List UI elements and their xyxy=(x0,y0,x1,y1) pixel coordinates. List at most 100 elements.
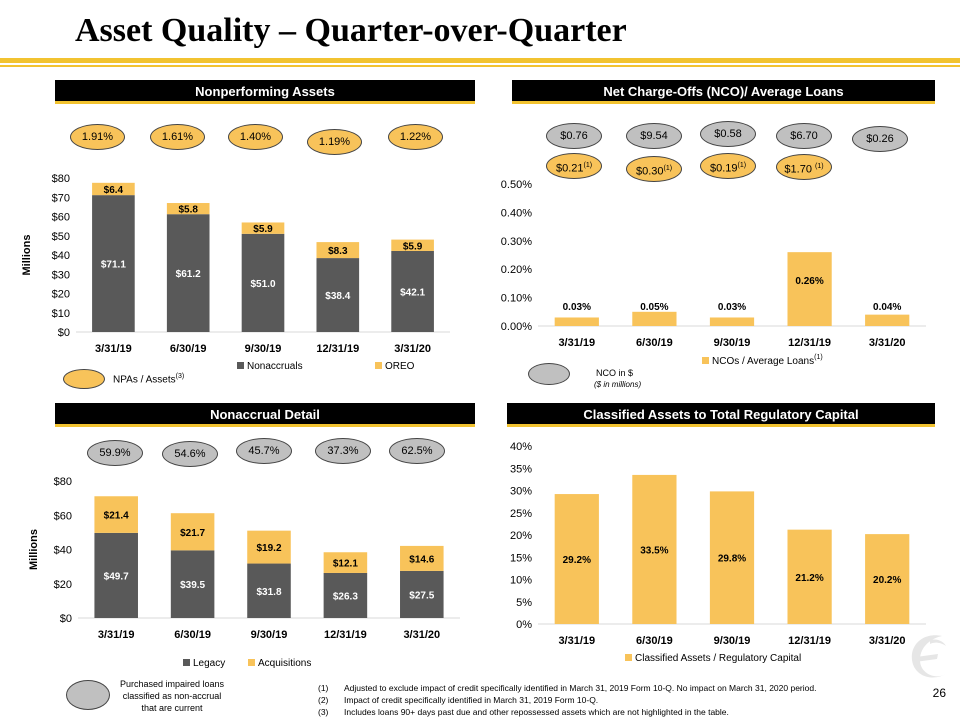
nonaccrual-ratio-oval: 59.9% xyxy=(87,440,143,466)
x-tick-label: 9/30/19 xyxy=(714,337,751,349)
y-tick-label: 0.00% xyxy=(501,321,532,333)
legend-swatch xyxy=(625,654,632,661)
legend-swatch xyxy=(702,357,709,364)
data-label: 33.5% xyxy=(640,545,668,556)
y-tick-label: $60 xyxy=(54,510,72,522)
bar xyxy=(94,496,138,533)
nco-dollar-oval: $0.76 xyxy=(546,123,602,149)
nco-adjusted-oval: $0.30(1) xyxy=(626,156,682,182)
npa-legend-key-oval xyxy=(63,369,105,389)
y-tick-label: $10 xyxy=(52,308,70,320)
legend-label: Classified Assets / Regulatory Capital xyxy=(635,653,801,664)
bar xyxy=(323,552,368,573)
y-tick-label: 0.30% xyxy=(501,236,532,248)
npa-ratio-oval: 1.61% xyxy=(150,124,205,150)
nonaccrual-ratio-oval: 54.6% xyxy=(162,441,218,467)
y-tick-label: 25% xyxy=(510,508,532,520)
x-tick-label: 6/30/19 xyxy=(174,629,211,641)
legend-label: OREO xyxy=(385,361,415,372)
legend-swatch xyxy=(248,659,255,666)
bar xyxy=(170,513,215,551)
data-label: 0.03% xyxy=(563,302,591,313)
bar xyxy=(92,195,135,332)
nco-legend-key-label: NCO in $ xyxy=(596,368,634,378)
nco-legend-key-sub: ($ in millions) xyxy=(594,380,642,389)
data-label: $31.8 xyxy=(256,587,281,598)
x-tick-label: 3/31/20 xyxy=(394,343,431,355)
y-tick-label: 40% xyxy=(510,441,532,453)
bar xyxy=(241,222,285,234)
npa-panel-header: Nonperforming Assets xyxy=(55,80,475,104)
bar xyxy=(391,250,434,332)
x-tick-label: 6/30/19 xyxy=(636,337,673,349)
nco-adjusted-oval: $0.19(1) xyxy=(700,153,756,179)
nco-dollar-oval: $9.54 xyxy=(626,123,682,149)
legend-label: NCOs / Average Loans(1) xyxy=(712,354,823,367)
y-axis-label: Millions xyxy=(28,529,40,570)
y-tick-label: 0.50% xyxy=(501,179,532,191)
y-tick-label: 0.10% xyxy=(501,293,532,305)
x-tick-label: 12/31/19 xyxy=(788,337,831,349)
data-label: 0.26% xyxy=(795,276,823,287)
data-label: $21.4 xyxy=(104,511,129,522)
classified-chart: 0% 5% 10% 15% 20% 25% 30% 35% 40% 29.2% 3/31/19 33.… xyxy=(510,441,926,664)
bar xyxy=(632,311,677,326)
data-label: $49.7 xyxy=(104,571,129,582)
y-tick-label: 5% xyxy=(516,597,532,609)
legend-swatch xyxy=(237,362,244,369)
bar xyxy=(241,233,285,332)
data-label: $21.7 xyxy=(180,528,205,539)
data-label: $5.8 xyxy=(178,205,198,216)
data-label: $51.0 xyxy=(250,279,275,290)
footnote: (3) Includes loans 90+ days past due and … xyxy=(318,707,729,717)
bar xyxy=(170,550,215,618)
x-tick-label: 6/30/19 xyxy=(636,635,673,647)
data-label: $5.9 xyxy=(253,224,273,235)
data-label: 20.2% xyxy=(873,575,901,586)
data-label: 0.05% xyxy=(640,302,668,313)
data-label: 29.2% xyxy=(563,555,591,566)
y-tick-label: 0.20% xyxy=(501,264,532,276)
bar xyxy=(865,534,910,624)
y-tick-label: $40 xyxy=(52,250,70,262)
page-number: 26 xyxy=(932,686,946,700)
npa-legend-key-label: NPAs / Assets(3) xyxy=(113,373,185,386)
x-tick-label: 3/31/20 xyxy=(403,629,440,641)
x-tick-label: 9/30/19 xyxy=(245,343,282,355)
y-tick-label: $30 xyxy=(52,269,70,281)
nonaccrual-panel-header: Nonaccrual Detail xyxy=(55,403,475,427)
nco-dollar-oval: $0.58 xyxy=(700,121,756,147)
nco-panel-header: Net Charge-Offs (NCO)/ Average Loans xyxy=(512,80,935,104)
x-tick-label: 6/30/19 xyxy=(170,343,207,355)
y-tick-label: $40 xyxy=(54,545,72,557)
bar xyxy=(247,530,291,564)
nco-adjusted-oval: $1.70 (1) xyxy=(776,154,832,180)
footnote: (2) Impact of credit specifically identif… xyxy=(318,695,599,705)
y-tick-label: 0.40% xyxy=(501,207,532,219)
x-tick-label: 3/31/19 xyxy=(98,629,135,641)
data-label: 29.8% xyxy=(718,554,746,565)
footnote: (1) Adjusted to exclude impact of credit … xyxy=(318,683,817,693)
y-tick-label: $0 xyxy=(58,327,70,339)
legend-swatch xyxy=(375,362,382,369)
data-label: 0.04% xyxy=(873,302,901,313)
y-tick-label: 10% xyxy=(510,575,532,587)
data-label: $8.3 xyxy=(328,246,348,257)
npa-chart: $0 $10 $20 $30 $40 $50 $60 $70 $80 Millions $71.1 $… xyxy=(21,173,450,372)
npa-ratio-oval: 1.19% xyxy=(307,129,362,155)
legend-label: Legacy xyxy=(193,658,225,669)
y-tick-label: 20% xyxy=(510,530,532,542)
bar xyxy=(316,242,360,259)
company-logo-icon xyxy=(911,635,946,678)
y-tick-label: 0% xyxy=(516,619,532,631)
npa-ratio-oval: 1.40% xyxy=(228,124,283,150)
y-tick-label: 15% xyxy=(510,552,532,564)
bar xyxy=(316,258,360,332)
nco-legend-key-oval xyxy=(528,363,570,385)
nco-dollar-oval: $6.70 xyxy=(776,123,832,149)
y-tick-label: $50 xyxy=(52,231,70,243)
nco-adjusted-oval: $0.21(1) xyxy=(546,153,602,179)
title-rule xyxy=(0,58,960,63)
nonaccrual-ratio-oval: 45.7% xyxy=(236,438,292,464)
bar xyxy=(709,491,755,624)
